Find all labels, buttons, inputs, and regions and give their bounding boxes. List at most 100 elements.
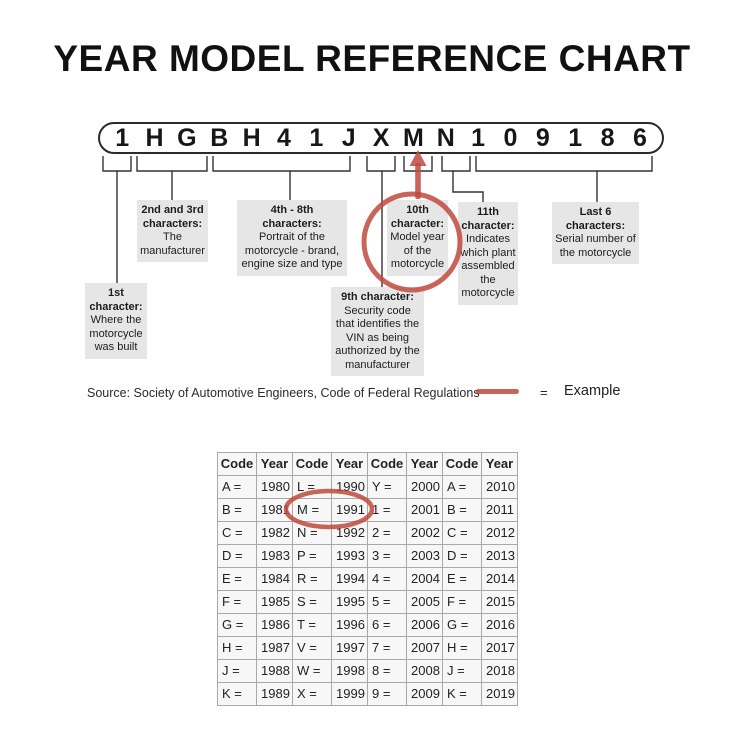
year-cell: 2015 (481, 590, 518, 614)
year-cell: 1993 (331, 544, 368, 568)
year-cell: 2007 (406, 636, 443, 660)
code-cell: D = (217, 544, 257, 568)
callout-body: Serial number of the motorcycle (555, 233, 636, 259)
code-cell: J = (217, 659, 257, 683)
callout-heading: 4th - 8th characters: (262, 204, 322, 230)
year-cell: 1984 (256, 567, 293, 591)
year-cell: 2011 (481, 498, 518, 522)
code-cell: K = (442, 682, 482, 706)
column-header: Year (406, 452, 443, 476)
code-cell: C = (442, 521, 482, 545)
vin-character: 1 (568, 124, 583, 152)
vin-character: M (403, 124, 424, 152)
bracket-last-6 (475, 156, 653, 172)
callout-body: Security code that identifies the VIN as… (335, 304, 420, 371)
column-header: Code (217, 452, 257, 476)
year-cell: 1985 (256, 590, 293, 614)
code-cell: 8 = (367, 659, 407, 683)
year-cell: 2000 (406, 475, 443, 499)
callout-heading: 2nd and 3rd characters: (141, 204, 204, 230)
bracket-2nd-3rd (136, 156, 208, 172)
callout-last-6-characters: Last 6 characters: Serial number of the … (552, 202, 639, 264)
year-cell: 1982 (256, 521, 293, 545)
bracket-4th-8th (212, 156, 351, 172)
example-red-line-icon (476, 389, 519, 394)
callout-1st-character: 1st character: Where the motorcycle was … (85, 283, 147, 359)
callout-body: Portrait of the motorcycle - brand, engi… (241, 231, 343, 270)
page-title: YEAR MODEL REFERENCE CHART (53, 38, 691, 79)
code-cell: F = (217, 590, 257, 614)
example-arrow-shaft (415, 163, 421, 199)
column-header: Year (256, 452, 293, 476)
code-cell: 2 = (367, 521, 407, 545)
code-cell: N = (292, 521, 332, 545)
legend-label: Example (564, 383, 621, 399)
code-cell: B = (442, 498, 482, 522)
legend-equals: = (540, 385, 548, 400)
table-row: D = 1983 P = 1993 3 = 2003 D = 2013 (217, 544, 518, 568)
code-cell: G = (217, 613, 257, 637)
code-cell: H = (442, 636, 482, 660)
code-cell: 7 = (367, 636, 407, 660)
code-cell: B = (217, 498, 257, 522)
table-row: H = 1987 V = 1997 7 = 2007 H = 2017 (217, 636, 518, 660)
callout-10th-character: 10th character: Model year of the motorc… (387, 200, 448, 276)
vin-character: B (210, 124, 229, 152)
code-cell: P = (292, 544, 332, 568)
code-cell: M = (292, 498, 332, 522)
vin-character: 6 (632, 124, 647, 152)
table-row: B = 1981 M = 1991 1 = 2001 B = 2011 (217, 498, 518, 522)
table-row: K = 1989 X = 1999 9 = 2009 K = 2019 (217, 682, 518, 706)
bracket-10th (403, 156, 433, 172)
year-cell: 1990 (331, 475, 368, 499)
code-cell: K = (217, 682, 257, 706)
column-header: Year (481, 452, 518, 476)
vin-character: 8 (600, 124, 615, 152)
year-cell: 1987 (256, 636, 293, 660)
year-cell: 1980 (256, 475, 293, 499)
code-cell: E = (217, 567, 257, 591)
callout-body: Where the motorcycle was built (89, 314, 143, 353)
vin-character: N (436, 124, 455, 152)
vin-character: G (177, 124, 197, 152)
year-cell: 1988 (256, 659, 293, 683)
code-cell: Y = (367, 475, 407, 499)
callout-4th-8th-characters: 4th - 8th characters: Portrait of the mo… (237, 200, 347, 276)
table-row: E = 1984 R = 1994 4 = 2004 E = 2014 (217, 567, 518, 591)
callout-9th-character: 9th character: Security code that identi… (331, 287, 424, 376)
column-header: Code (367, 452, 407, 476)
year-cell: 2003 (406, 544, 443, 568)
year-cell: 1998 (331, 659, 368, 683)
table-header-row: Code Year Code Year Code Year Code Year (217, 452, 518, 476)
code-cell: W = (292, 659, 332, 683)
vin-character: J (341, 124, 356, 152)
year-cell: 2010 (481, 475, 518, 499)
code-cell: F = (442, 590, 482, 614)
year-cell: 1983 (256, 544, 293, 568)
code-cell: C = (217, 521, 257, 545)
vin-character: 4 (277, 124, 291, 152)
column-header: Year (331, 452, 368, 476)
table-row: J = 1988 W = 1998 8 = 2008 J = 2018 (217, 659, 518, 683)
callout-2nd-3rd-characters: 2nd and 3rd characters: The manufacturer (137, 200, 208, 262)
year-cell: 2002 (406, 521, 443, 545)
year-cell: 2001 (406, 498, 443, 522)
callout-heading: 11th character: (461, 206, 515, 232)
code-cell: R = (292, 567, 332, 591)
code-cell: 5 = (367, 590, 407, 614)
year-cell: 2014 (481, 567, 518, 591)
code-cell: E = (442, 567, 482, 591)
year-cell: 1994 (331, 567, 368, 591)
year-cell: 1981 (256, 498, 293, 522)
year-cell: 2012 (481, 521, 518, 545)
code-cell: H = (217, 636, 257, 660)
code-cell: A = (442, 475, 482, 499)
year-cell: 2018 (481, 659, 518, 683)
callout-heading: Last 6 characters: (565, 206, 626, 232)
code-cell: 1 = (367, 498, 407, 522)
callout-body: Indicates which plant assembled the moto… (460, 233, 516, 299)
callout-heading: 10th character: (390, 204, 445, 230)
source-attribution: Source: Society of Automotive Engineers,… (87, 386, 480, 400)
